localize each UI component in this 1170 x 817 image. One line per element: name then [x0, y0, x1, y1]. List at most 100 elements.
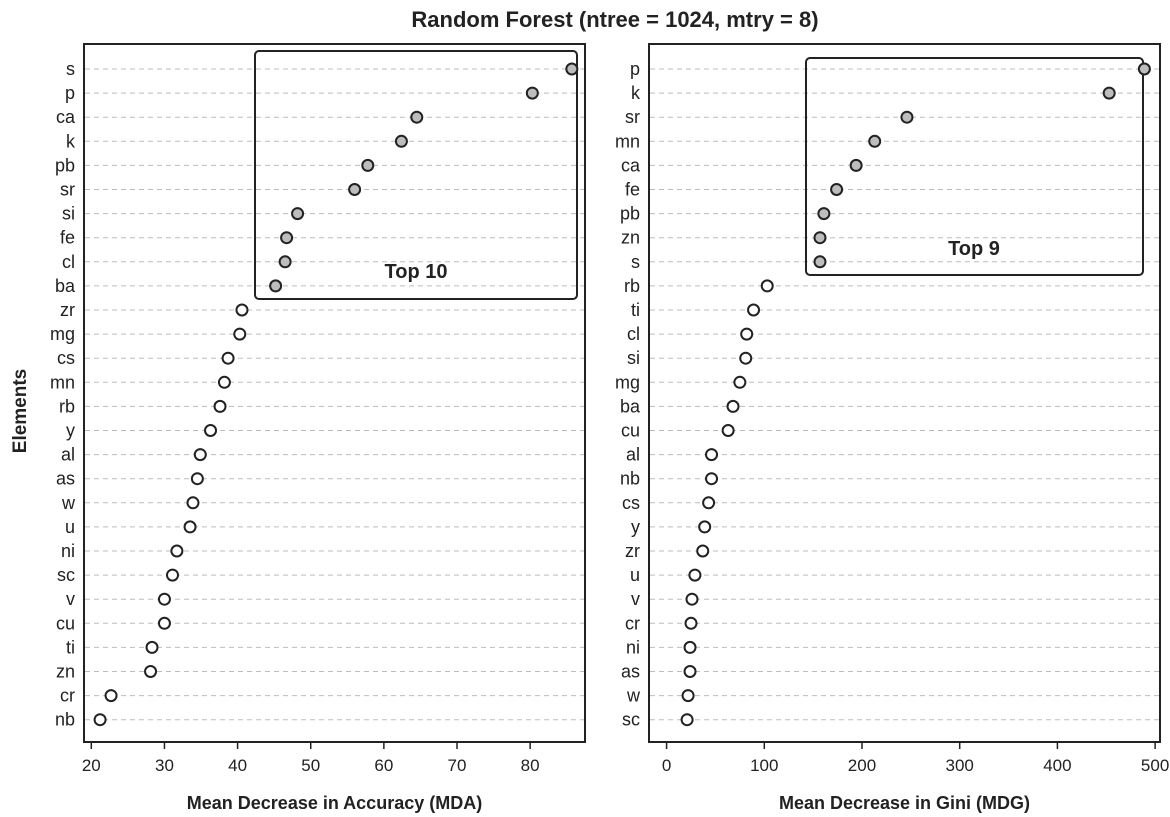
data-point — [183, 520, 197, 534]
x-tick-label: 500 — [1141, 756, 1169, 775]
data-point — [157, 616, 171, 630]
category-label: ba — [620, 396, 641, 416]
data-point — [157, 592, 171, 606]
chart-title: Random Forest (ntree = 1024, mtry = 8) — [411, 7, 818, 32]
category-label: cu — [621, 421, 640, 441]
category-label: zn — [56, 662, 75, 682]
data-point — [747, 303, 761, 317]
category-label: ti — [631, 300, 640, 320]
data-point — [361, 158, 375, 172]
x-tick-label: 300 — [946, 756, 974, 775]
data-point — [830, 183, 844, 196]
data-point — [221, 351, 235, 365]
x-axis-label: Mean Decrease in Accuracy (MDA) — [187, 793, 482, 813]
data-point — [217, 375, 231, 389]
category-label: v — [66, 589, 75, 609]
data-point — [93, 713, 107, 727]
category-label: sr — [625, 107, 640, 127]
data-point — [235, 303, 249, 317]
data-point — [739, 351, 753, 365]
data-point — [186, 496, 200, 510]
data-point — [868, 134, 882, 148]
data-point — [394, 134, 408, 148]
data-point — [705, 472, 719, 486]
data-point — [685, 592, 699, 606]
data-point — [721, 424, 735, 437]
data-point — [525, 86, 539, 100]
category-label: k — [66, 131, 76, 151]
data-point — [1102, 86, 1116, 100]
data-point — [291, 207, 305, 221]
data-point — [681, 689, 695, 703]
top-group-box — [805, 57, 1144, 276]
category-label: si — [62, 204, 75, 224]
category-label: sc — [622, 710, 640, 730]
top-group-label: Top 9 — [948, 238, 1000, 260]
category-label: ni — [61, 541, 75, 561]
top-group-box — [254, 50, 578, 300]
category-label: u — [65, 517, 75, 537]
category-label: mn — [50, 372, 75, 392]
category-label: u — [630, 565, 640, 585]
category-label: s — [66, 59, 75, 79]
data-point — [233, 327, 247, 341]
category-label: al — [626, 445, 640, 465]
category-label: p — [65, 83, 75, 103]
category-label: ca — [621, 155, 641, 175]
data-point — [280, 231, 294, 245]
category-label: ca — [56, 107, 76, 127]
data-point — [702, 496, 716, 510]
category-label: si — [627, 348, 640, 368]
mda-panel: spcakpbsrsifeclbazrmgcsmnrbyalaswuniscvc… — [50, 43, 586, 813]
category-label: ni — [626, 637, 640, 657]
category-label: s — [631, 252, 640, 272]
category-label: cs — [57, 348, 75, 368]
data-point — [204, 424, 218, 437]
category-label: as — [621, 662, 640, 682]
data-point — [683, 640, 697, 654]
category-label: cl — [62, 252, 75, 272]
x-tick-label: 70 — [448, 756, 467, 775]
category-label: v — [631, 589, 640, 609]
data-point — [813, 231, 827, 245]
plot-frame — [648, 43, 1161, 743]
data-point — [565, 62, 579, 76]
x-axis-label: Mean Decrease in Gini (MDG) — [779, 793, 1030, 813]
category-label: k — [631, 83, 641, 103]
mdg-panel: pk sr mn ca fe pb zn s rb ti cl si mg ba cu al nb cs y zr uv… — [615, 43, 1169, 813]
category-label: ti — [66, 637, 75, 657]
category-label: as — [56, 469, 75, 489]
category-label: al — [61, 445, 75, 465]
data-point — [705, 448, 719, 462]
category-label: nb — [55, 710, 75, 730]
x-tick-label: 80 — [521, 756, 540, 775]
data-point — [145, 640, 159, 654]
data-point — [698, 520, 712, 534]
data-point — [817, 207, 831, 221]
x-tick-label: 60 — [374, 756, 393, 775]
data-point — [1137, 62, 1151, 76]
category-label: rb — [59, 396, 75, 416]
x-tick-label: 400 — [1043, 756, 1071, 775]
x-tick-label: 100 — [750, 756, 778, 775]
category-label: cu — [56, 613, 75, 633]
data-point — [190, 472, 204, 486]
data-point — [849, 158, 863, 172]
category-label: pb — [55, 155, 75, 175]
category-label: y — [631, 517, 640, 537]
category-label: zn — [621, 228, 640, 248]
data-point — [165, 568, 179, 582]
data-point — [144, 665, 158, 678]
data-point — [696, 544, 710, 558]
category-label: cr — [60, 686, 75, 706]
plot-frame — [83, 43, 586, 743]
category-label: y — [66, 421, 75, 441]
data-point — [760, 279, 774, 293]
x-tick-label: 40 — [228, 756, 247, 775]
category-label: cs — [622, 493, 640, 513]
data-point — [683, 665, 697, 678]
data-point — [269, 279, 283, 293]
data-point — [170, 544, 184, 558]
category-label: mg — [50, 324, 75, 344]
data-point — [680, 713, 694, 727]
